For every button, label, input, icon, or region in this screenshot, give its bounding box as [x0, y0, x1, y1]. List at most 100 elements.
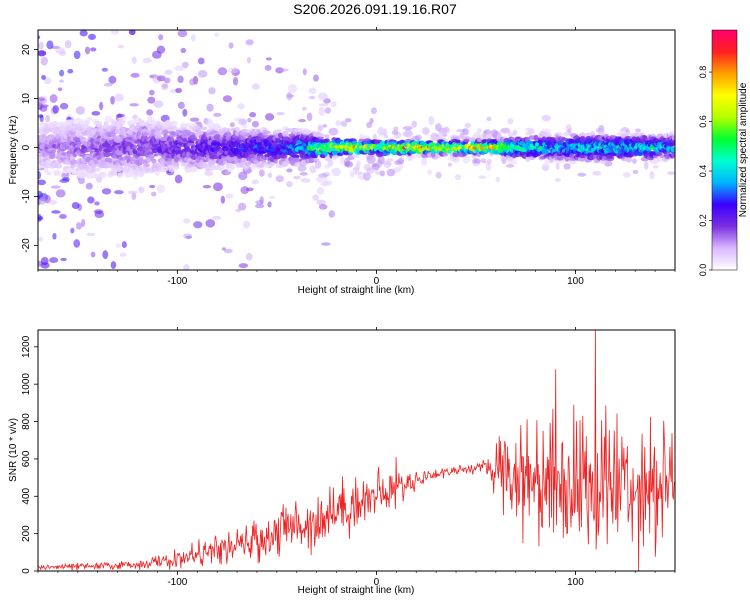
heat-cell: [53, 169, 61, 175]
heat-cell: [604, 160, 613, 167]
colorbar-tick-label: 0.8: [698, 66, 708, 79]
heat-cell: [149, 89, 155, 96]
heat-cell: [154, 170, 161, 176]
heat-cell: [462, 128, 469, 136]
heat-cell: [245, 252, 253, 261]
heat-cell: [318, 133, 327, 138]
heat-cell: [38, 179, 46, 186]
y-tick-label: 1000: [21, 373, 32, 396]
heat-cell: [48, 199, 58, 205]
colorbar-tick-label: 0.6: [698, 115, 708, 128]
heat-cell: [267, 172, 273, 179]
heat-cell: [508, 159, 518, 165]
heat-cell: [401, 131, 410, 137]
heat-cell: [183, 233, 193, 239]
heat-cell: [247, 117, 252, 123]
heat-cell: [435, 172, 442, 179]
heat-cell: [371, 107, 377, 115]
heat-cell: [355, 163, 361, 171]
heat-cell: [269, 162, 275, 167]
heat-cell: [83, 119, 91, 125]
heat-cell: [525, 132, 532, 136]
heat-cell: [276, 112, 285, 116]
heat-cell: [258, 169, 265, 177]
heat-cell: [241, 128, 249, 133]
heat-cell: [197, 70, 208, 78]
heat-cell: [220, 195, 226, 204]
heat-cell: [577, 172, 587, 177]
heat-cell: [208, 87, 216, 95]
heat-cell: [340, 156, 345, 165]
heat-cell: [402, 125, 413, 131]
heat-cell: [108, 75, 117, 84]
heat-cell: [306, 112, 313, 122]
heat-cell: [130, 73, 140, 78]
y-tick-label: 800: [21, 413, 32, 430]
heat-cell: [563, 163, 571, 170]
heat-cell: [182, 108, 188, 117]
heat-cell: [280, 155, 288, 159]
heat-cell: [259, 196, 264, 205]
heat-cell: [264, 64, 272, 71]
heat-cell: [90, 251, 96, 258]
heat-cell: [75, 106, 85, 115]
heat-cell: [380, 131, 386, 136]
heat-cell: [662, 137, 668, 142]
heat-cell: [114, 93, 124, 102]
heat-cell: [286, 92, 293, 101]
heat-cell: [374, 170, 382, 175]
heat-cell: [251, 179, 259, 185]
heat-cell: [64, 40, 72, 49]
heat-cell: [349, 170, 355, 178]
heat-cell: [60, 257, 67, 262]
heat-cell: [40, 256, 49, 266]
heat-cell: [322, 124, 328, 128]
heat-cell: [507, 118, 514, 125]
heat-cell: [394, 160, 403, 166]
heat-cell: [159, 121, 165, 126]
heat-cell: [555, 162, 560, 170]
heat-cell: [472, 158, 478, 164]
heat-cell: [254, 204, 265, 209]
heat-cell: [127, 190, 138, 195]
heat-cell: [120, 116, 128, 120]
heat-cell: [94, 168, 101, 172]
heat-cell: [316, 186, 325, 195]
heat-cell: [59, 79, 64, 83]
snr-panel: -100 0 100 0 200 400 600 800 1000 1200 Height of…: [8, 327, 676, 596]
heat-cell: [170, 120, 178, 127]
y-tick-label: 10: [21, 93, 32, 105]
heat-cell: [169, 131, 177, 136]
heat-cell: [164, 69, 173, 75]
heat-cell: [91, 111, 101, 116]
heat-cell: [275, 175, 285, 183]
heat-cell: [265, 57, 272, 61]
heat-cell: [177, 75, 184, 84]
heat-cell: [91, 172, 100, 179]
heat-cell: [71, 202, 80, 210]
heat-cell: [52, 104, 60, 114]
heat-cell: [114, 190, 124, 195]
x-tick-label: 100: [567, 577, 584, 588]
heat-cell: [158, 34, 164, 41]
heat-cell: [70, 227, 75, 234]
heat-cell: [197, 57, 205, 65]
heat-cell: [632, 158, 637, 164]
heat-cell: [149, 184, 156, 189]
y-tick-label: 200: [21, 525, 32, 542]
heat-cell: [184, 123, 193, 130]
heat-cell: [84, 46, 91, 55]
heat-cell: [117, 44, 124, 49]
heat-cell: [634, 132, 639, 138]
heat-cell: [314, 160, 322, 169]
heat-cell: [243, 220, 250, 229]
heat-cell: [181, 61, 189, 69]
heat-cell: [316, 176, 324, 183]
heat-cell: [366, 154, 376, 164]
snr-background: [38, 330, 675, 571]
heat-cell: [45, 114, 51, 123]
heat-cell: [442, 152, 449, 157]
heat-cell: [225, 193, 234, 199]
heat-cell: [302, 106, 307, 111]
